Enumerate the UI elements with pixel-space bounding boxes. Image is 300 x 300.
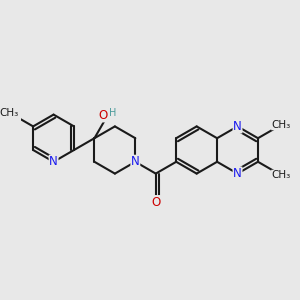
Text: CH₃: CH₃ — [272, 170, 291, 180]
Text: O: O — [98, 109, 108, 122]
Text: O: O — [151, 196, 160, 208]
Text: N: N — [233, 120, 242, 133]
Text: N: N — [131, 155, 140, 168]
Text: CH₃: CH₃ — [0, 107, 19, 118]
Text: N: N — [233, 167, 242, 180]
Text: CH₃: CH₃ — [272, 120, 291, 130]
Text: N: N — [49, 155, 58, 168]
Text: H: H — [109, 108, 116, 118]
